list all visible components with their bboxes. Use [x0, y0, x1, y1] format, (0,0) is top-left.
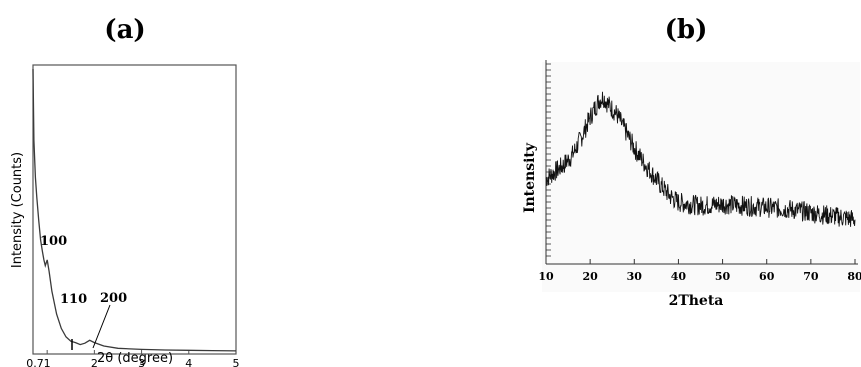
chart-panel-a: (a) 0.7 1 2 3 4 5 2θ (degree) Intensity (Coun… — [10, 15, 240, 367]
x-ticks-a: 0.7 1 2 3 4 5 — [26, 350, 240, 367]
plot-frame-a — [32, 64, 237, 355]
peak-leader-200 — [92, 304, 111, 349]
x-tick-label-a: 1 — [44, 357, 51, 367]
x-tick-label-b: 40 — [671, 270, 687, 283]
peak-label-200: 200 — [100, 291, 127, 306]
peak-label-100: 100 — [40, 234, 67, 249]
panel-label-a: (a) — [104, 15, 145, 45]
peak-annotations-a: 100 110 200 — [40, 234, 127, 350]
x-tick-label-a: 5 — [233, 357, 240, 367]
x-tick-label-b: 20 — [582, 270, 598, 283]
y-axis-label-b: Intensity — [522, 142, 538, 213]
peak-label-110: 110 — [60, 292, 87, 307]
x-tick-label-a: 3 — [138, 357, 145, 367]
x-tick-label-b: 10 — [538, 270, 554, 283]
plot-background-b — [542, 62, 860, 292]
x-tick-label-a: 2 — [91, 357, 98, 367]
y-axis-label-a: Intensity (Counts) — [10, 152, 25, 268]
series-line-b — [545, 91, 856, 227]
x-tick-label-b: 50 — [715, 270, 731, 283]
x-tick-label-a: 4 — [185, 357, 192, 367]
x-axis-label-a: 2θ (degree) — [97, 351, 173, 366]
x-tick-label-b: 80 — [847, 270, 861, 283]
y-ticks-b — [546, 63, 551, 257]
chart-panel-b: (b) 10 20 30 40 50 60 70 80 2Theta Intensity — [522, 15, 861, 309]
x-tick-label-b: 60 — [759, 270, 775, 283]
series-line-a — [32, 68, 237, 352]
x-axis-label-b: 2Theta — [669, 293, 724, 309]
panel-label-b: (b) — [665, 15, 708, 45]
x-tick-label-b: 70 — [803, 270, 819, 283]
x-tick-label-b: 30 — [627, 270, 643, 283]
x-ticks-b: 10 20 30 40 50 60 70 80 — [538, 259, 861, 283]
x-tick-label-a: 0.7 — [26, 357, 44, 367]
